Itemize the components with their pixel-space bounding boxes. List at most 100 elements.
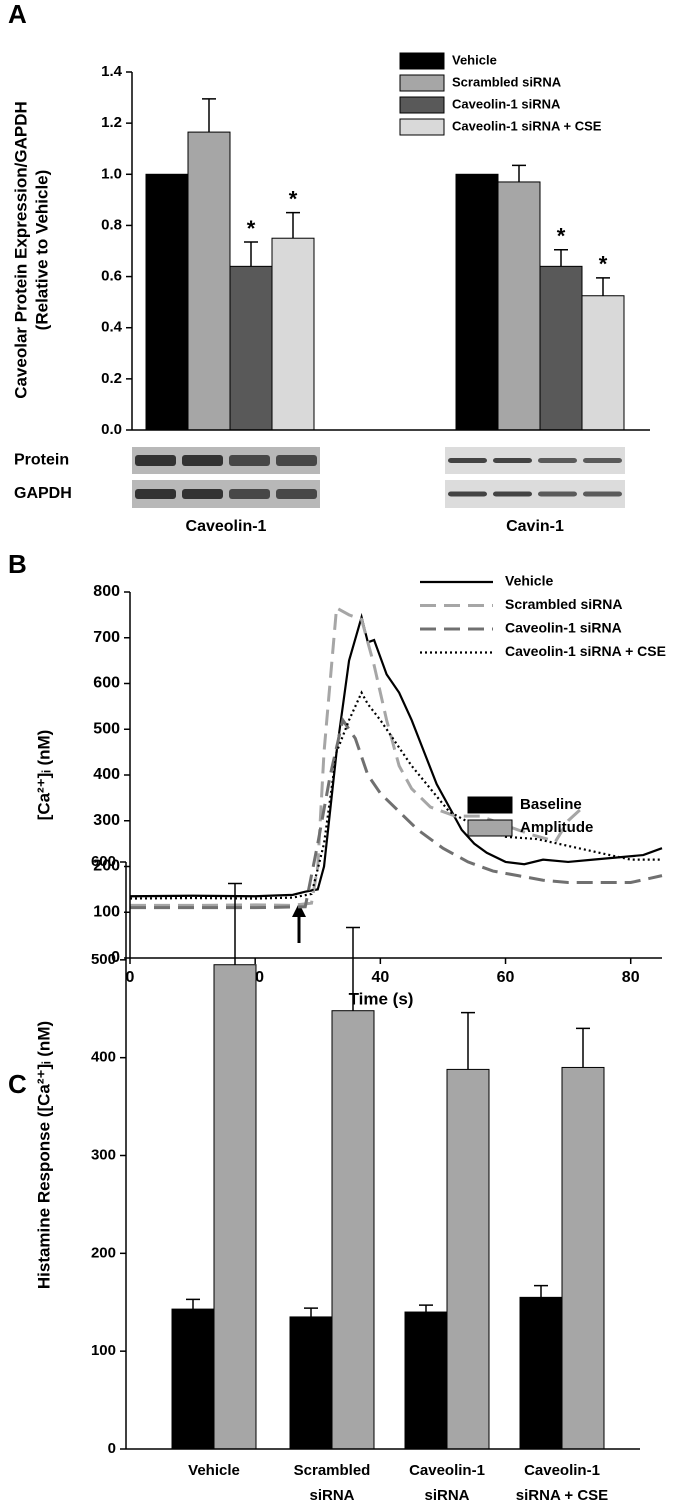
- x-tick-label: 40: [371, 969, 389, 986]
- legend-swatch: [399, 52, 445, 70]
- bar: [145, 173, 189, 431]
- error-bar: [304, 1307, 318, 1317]
- legend-label: Baseline: [520, 796, 582, 813]
- blot-group-label: Caveolin-1: [186, 518, 267, 535]
- y-tick-label: 400: [93, 766, 120, 783]
- legend-label: Vehicle: [452, 52, 497, 67]
- legend-label: Caveolin-1 siRNA: [505, 620, 622, 636]
- y-tick-label: 800: [93, 583, 120, 600]
- legend-swatch: [399, 96, 445, 114]
- bar: [213, 964, 257, 1450]
- y-tick-label: 1.2: [101, 114, 122, 131]
- y-tick-label: 500: [91, 951, 116, 968]
- blot-label: GAPDH: [14, 485, 72, 502]
- blot-band: [135, 455, 176, 466]
- y-tick-label: 500: [93, 720, 120, 737]
- legend-label: Caveolin-1 siRNA + CSE: [505, 643, 666, 659]
- y-tick-label: 100: [93, 903, 120, 920]
- error-bar: [534, 1284, 548, 1298]
- y-axis-label: Histamine Response ([Ca²⁺]ᵢ (nM): [34, 1021, 53, 1289]
- blot-band: [493, 491, 532, 497]
- legend-swatch: [467, 796, 513, 814]
- y-tick-label: 400: [91, 1049, 116, 1066]
- y-tick-label: 0: [111, 949, 120, 966]
- bar: [497, 181, 541, 431]
- blot-band: [538, 458, 577, 463]
- legend-label: Vehicle: [505, 573, 553, 589]
- error-bar: [346, 926, 360, 1011]
- error-bar: [461, 1011, 475, 1070]
- y-tick-label: 300: [91, 1146, 116, 1163]
- x-tick-label: Scrambled: [294, 1462, 371, 1479]
- legend-swatch: [399, 74, 445, 92]
- bar: [561, 1066, 605, 1450]
- legend-swatch: [399, 118, 445, 136]
- blot-band: [229, 455, 270, 466]
- y-tick-label: 0: [108, 1440, 116, 1457]
- blot-band: [182, 489, 223, 499]
- y-tick-label: 100: [91, 1342, 116, 1359]
- blot-band: [229, 489, 270, 499]
- stimulus-arrow: [292, 903, 306, 943]
- bar: [404, 1311, 448, 1450]
- bar: [229, 265, 273, 431]
- bar: [519, 1296, 563, 1450]
- x-tick-label: siRNA: [309, 1487, 354, 1504]
- y-tick-label: 1.4: [101, 63, 123, 80]
- significance-marker: *: [289, 186, 298, 211]
- panel-letter: A: [8, 0, 27, 29]
- error-bar: [596, 277, 610, 296]
- arrow-head: [292, 903, 306, 917]
- blot-band: [448, 491, 487, 497]
- x-tick-label: 80: [622, 969, 640, 986]
- legend-label: Caveolin-1 siRNA + CSE: [452, 118, 602, 133]
- y-tick-label: 200: [91, 1244, 116, 1261]
- significance-marker: *: [557, 224, 566, 249]
- error-bar: [576, 1027, 590, 1068]
- blot-label: Protein: [14, 452, 69, 469]
- y-tick-label: 600: [91, 853, 116, 870]
- bar: [289, 1316, 333, 1450]
- error-bar: [419, 1304, 433, 1313]
- error-bar: [202, 98, 216, 133]
- legend-label: Scrambled siRNA: [452, 74, 562, 89]
- bar: [271, 237, 315, 431]
- y-tick-label: 0.0: [101, 421, 122, 438]
- y-axis-label: (Relative to Vehicle): [32, 170, 51, 331]
- x-tick-label: Vehicle: [188, 1462, 240, 1479]
- y-tick-label: 600: [93, 675, 120, 692]
- blot-band: [538, 491, 577, 497]
- error-bar: [186, 1298, 200, 1310]
- bar: [331, 1010, 375, 1450]
- data-line: [130, 716, 663, 910]
- y-tick-label: 0.6: [101, 268, 122, 285]
- bar: [171, 1308, 215, 1450]
- x-tick-label: siRNA: [424, 1487, 469, 1504]
- y-axis-label: Caveolar Protein Expression/GAPDH: [11, 101, 30, 399]
- y-tick-label: 1.0: [101, 165, 122, 182]
- blot-band: [182, 455, 223, 466]
- y-tick-label: 0.2: [101, 370, 122, 387]
- y-tick-label: 200: [93, 858, 120, 875]
- x-tick-label: Caveolin-1: [409, 1462, 485, 1479]
- x-axis-label: Time (s): [349, 989, 414, 1008]
- y-axis-label: [Ca²⁺]ᵢ (nM): [34, 730, 53, 821]
- x-tick-label: 0: [126, 969, 135, 986]
- panel-letter: C: [8, 1069, 27, 1099]
- error-bar: [286, 211, 300, 239]
- x-tick-label: siRNA + CSE: [516, 1487, 608, 1504]
- blot-group-label: Cavin-1: [506, 518, 564, 535]
- bar: [455, 173, 499, 431]
- significance-marker: *: [599, 252, 608, 277]
- x-tick-label: 60: [497, 969, 515, 986]
- y-tick-label: 700: [93, 629, 120, 646]
- y-tick-label: 0.4: [101, 319, 123, 336]
- error-bar: [554, 248, 568, 267]
- bar: [581, 295, 625, 431]
- significance-marker: *: [247, 216, 256, 241]
- legend-label: Scrambled siRNA: [505, 596, 622, 612]
- bar: [539, 265, 583, 431]
- blot-band: [583, 458, 622, 463]
- error-bar: [244, 241, 258, 267]
